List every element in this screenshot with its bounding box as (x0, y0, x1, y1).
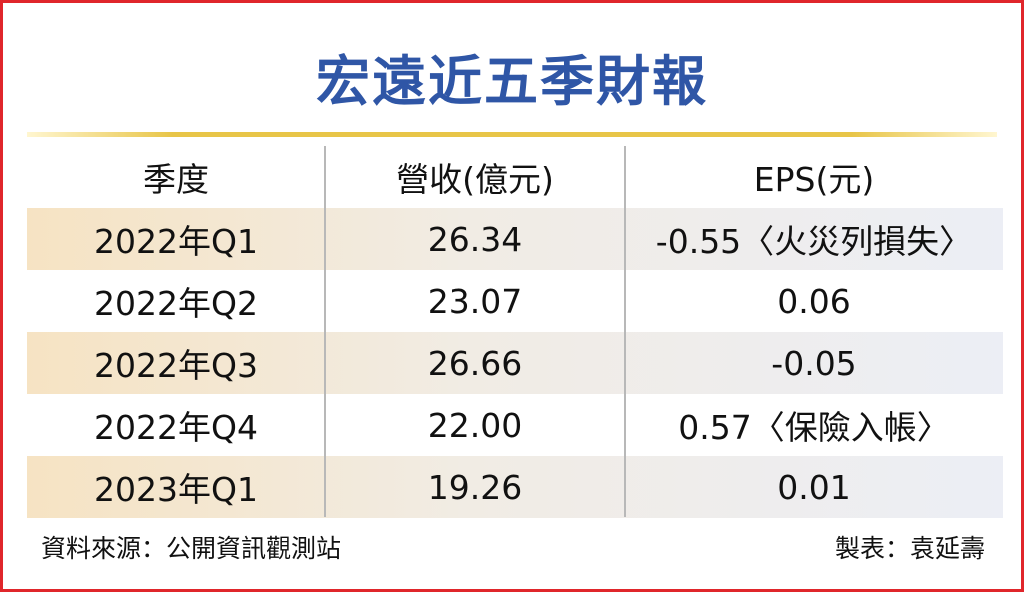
table-cell: -0.55〈火災列損失〉 (655, 222, 973, 261)
column-header: 營收(億元) (396, 160, 554, 199)
table-cell: 0.57〈保險入帳〉 (678, 408, 950, 447)
table-cell: 19.26 (427, 467, 523, 507)
table-row: 2022年Q4 22.00 0.57〈保險入帳〉 (27, 394, 1003, 456)
table-cell: 22.00 (427, 405, 523, 445)
table-cell: 2023年Q1 (94, 470, 258, 509)
table-cell: 26.34 (427, 219, 523, 259)
table-cell: 2022年Q3 (94, 346, 258, 385)
table-cell: -0.05 (771, 343, 857, 383)
table-cell: 2022年Q1 (94, 222, 258, 261)
column-divider (624, 146, 626, 517)
header-row: 季度 營收(億元) EPS(元) (27, 146, 1003, 208)
title-rule (27, 132, 997, 137)
column-header: 季度 (143, 160, 209, 199)
table-cell: 2022年Q4 (94, 408, 258, 447)
table-row: 2022年Q1 26.34 -0.55〈火災列損失〉 (27, 208, 1003, 270)
author: 製表：袁延壽 (834, 534, 985, 563)
column-divider (324, 146, 326, 517)
source: 資料來源：公開資訊觀測站 (41, 534, 342, 563)
table-cell: 0.06 (777, 281, 851, 321)
table-row: 2022年Q3 26.66 -0.05 (27, 332, 1003, 394)
table-row: 2023年Q1 19.26 0.01 (27, 456, 1003, 518)
title: 宏遠近五季財報 (316, 50, 708, 113)
table-cell: 26.66 (427, 343, 523, 383)
table-cell: 0.01 (777, 467, 851, 507)
table: 季度 營收(億元) EPS(元) 2022年Q1 26.34 -0.55〈火災列損失〉 20… (27, 146, 1003, 518)
column-header: EPS(元) (753, 160, 875, 199)
table-row: 2022年Q2 23.07 0.06 (27, 270, 1003, 332)
table-cell: 23.07 (427, 281, 523, 321)
table-cell: 2022年Q2 (94, 284, 258, 323)
